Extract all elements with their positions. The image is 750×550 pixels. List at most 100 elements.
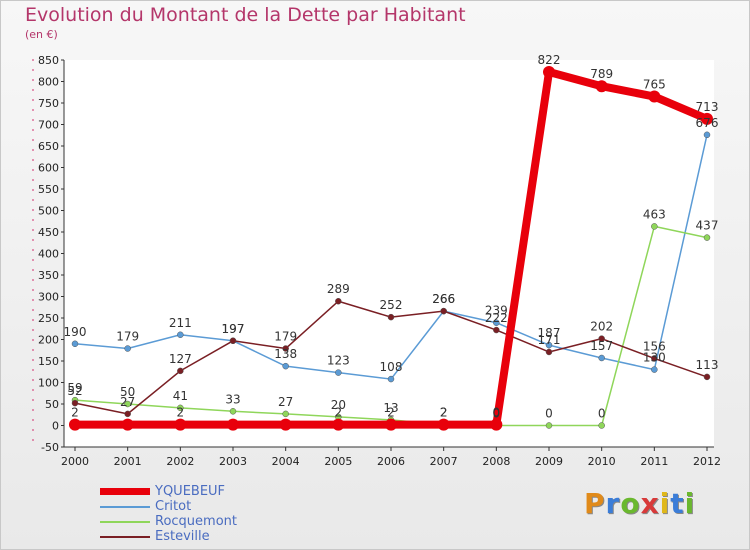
data-point: [703, 234, 711, 241]
legend-label-critot: Critot: [155, 499, 192, 514]
y-tick-label: 200: [38, 334, 59, 347]
x-tick-label: 2002: [166, 455, 194, 468]
data-point: [71, 340, 79, 348]
y-tick-label: 800: [38, 76, 59, 89]
data-point: [177, 331, 184, 339]
data-point: [227, 418, 239, 431]
data-point: [648, 90, 661, 103]
data-label: 211: [169, 316, 192, 330]
data-point: [493, 326, 500, 334]
legend-swatch-rocquemont: [100, 521, 150, 523]
y-tick-label: 750: [38, 97, 59, 110]
data-label: 130: [643, 351, 666, 365]
data-label: 157: [590, 339, 613, 353]
data-label: 676: [696, 116, 719, 130]
data-label: 266: [432, 292, 455, 306]
data-label: 713: [696, 100, 719, 114]
data-point: [69, 418, 81, 431]
data-point: [703, 131, 711, 139]
data-label: 289: [327, 282, 350, 296]
logo-letter: t: [670, 487, 685, 520]
data-label: 822: [538, 53, 561, 67]
data-label: 197: [222, 322, 245, 336]
logo-letter: i: [659, 487, 671, 520]
data-point: [387, 375, 395, 383]
legend-swatch-critot: [100, 506, 150, 508]
data-label: 41: [173, 389, 188, 403]
x-tick-label: 2010: [588, 455, 616, 468]
y-tick-label: -50: [41, 441, 59, 454]
proxiti-logo: Proxiti: [584, 487, 695, 520]
data-label: 202: [590, 320, 613, 334]
data-point: [703, 373, 711, 381]
data-label: 33: [225, 392, 240, 406]
y-tick-label: 700: [38, 119, 59, 132]
data-point: [229, 408, 237, 415]
x-tick-label: 2007: [430, 455, 458, 468]
legend-swatch-yquebeuf: [100, 488, 150, 495]
data-label: 179: [274, 330, 297, 344]
data-point: [701, 112, 713, 125]
data-point: [282, 410, 289, 418]
data-point: [121, 418, 134, 431]
data-point: [545, 341, 553, 349]
data-label: 123: [327, 354, 350, 368]
data-point: [598, 422, 605, 429]
x-tick-label: 2005: [324, 455, 352, 468]
data-label: 0: [493, 407, 501, 421]
data-point: [177, 367, 184, 375]
data-label: 252: [380, 298, 403, 312]
data-label: 108: [380, 360, 403, 374]
logo-letter: r: [605, 487, 621, 520]
data-label: 127: [169, 352, 192, 366]
data-point: [385, 418, 397, 431]
data-label: 113: [696, 358, 719, 372]
y-tick-label: 400: [38, 248, 59, 261]
data-label: 138: [274, 347, 297, 361]
x-tick-label: 2004: [272, 455, 300, 468]
data-label: 190: [64, 325, 87, 339]
data-label: 2: [335, 406, 343, 420]
y-tick-label: 50: [45, 398, 59, 411]
x-tick-label: 2001: [114, 455, 142, 468]
data-label: 2: [387, 406, 395, 420]
data-point: [651, 223, 658, 230]
data-label: 13: [383, 401, 398, 415]
data-label: 59: [67, 381, 82, 395]
y-tick-label: 300: [38, 291, 59, 304]
data-label: 239: [485, 304, 508, 318]
data-point: [493, 319, 500, 326]
legend-label-rocquemont: Rocquemont: [155, 514, 237, 529]
data-point: [543, 66, 555, 79]
data-label: 2: [440, 406, 448, 420]
data-point: [174, 418, 187, 431]
x-tick-label: 2000: [61, 455, 89, 468]
y-tick-label: 650: [38, 140, 59, 153]
data-point: [545, 422, 553, 429]
data-label: 463: [643, 207, 666, 221]
data-point: [545, 348, 553, 356]
data-point: [229, 337, 237, 345]
data-label: 197: [222, 322, 245, 336]
data-point: [71, 399, 79, 407]
data-point: [598, 335, 605, 342]
y-tick-label: 500: [38, 205, 59, 218]
y-tick-label: 350: [38, 269, 59, 282]
data-label: 179: [116, 330, 139, 344]
legend-label-yquebeuf: YQUEBEUF: [155, 484, 226, 499]
x-tick-label: 2003: [219, 455, 247, 468]
data-point: [335, 369, 342, 376]
x-tick-label: 2008: [482, 455, 510, 468]
y-tick-label: 150: [38, 355, 59, 368]
plot-area: [64, 60, 714, 447]
data-point: [440, 307, 447, 315]
logo-letter: x: [640, 487, 660, 520]
data-label: 187: [538, 326, 561, 340]
data-label: 171: [538, 333, 561, 347]
y-tick-label: 250: [38, 312, 59, 325]
data-label: 0: [493, 406, 501, 420]
data-label: 266: [432, 292, 455, 306]
data-label: 156: [643, 339, 666, 353]
x-tick-label: 2006: [377, 455, 405, 468]
